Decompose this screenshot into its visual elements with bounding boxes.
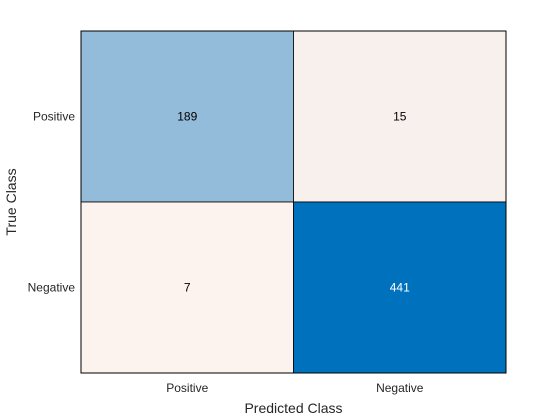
cell-value-true-positive: 189: [177, 110, 197, 124]
cells-layer: [80, 30, 507, 374]
cell-false-negative: [293, 30, 507, 203]
cell-labels-layer: 189 15 7 441: [177, 110, 410, 295]
x-tick-label-negative: Negative: [376, 381, 424, 395]
cell-value-true-negative: 441: [390, 281, 410, 295]
y-axis-label: True Class: [3, 168, 19, 235]
cell-value-false-negative: 15: [393, 110, 407, 124]
cell-value-false-positive: 7: [184, 281, 191, 295]
x-tick-label-positive: Positive: [166, 381, 208, 395]
cell-true-negative: [293, 201, 507, 374]
plot-frame: [80, 30, 507, 374]
tick-labels-layer: Positive Negative Positive Negative: [28, 110, 424, 396]
y-tick-label-positive: Positive: [33, 110, 75, 124]
cell-true-positive: [80, 30, 294, 203]
cell-false-positive: [80, 201, 294, 374]
x-axis-label: Predicted Class: [244, 400, 342, 416]
y-tick-label-negative: Negative: [28, 281, 76, 295]
